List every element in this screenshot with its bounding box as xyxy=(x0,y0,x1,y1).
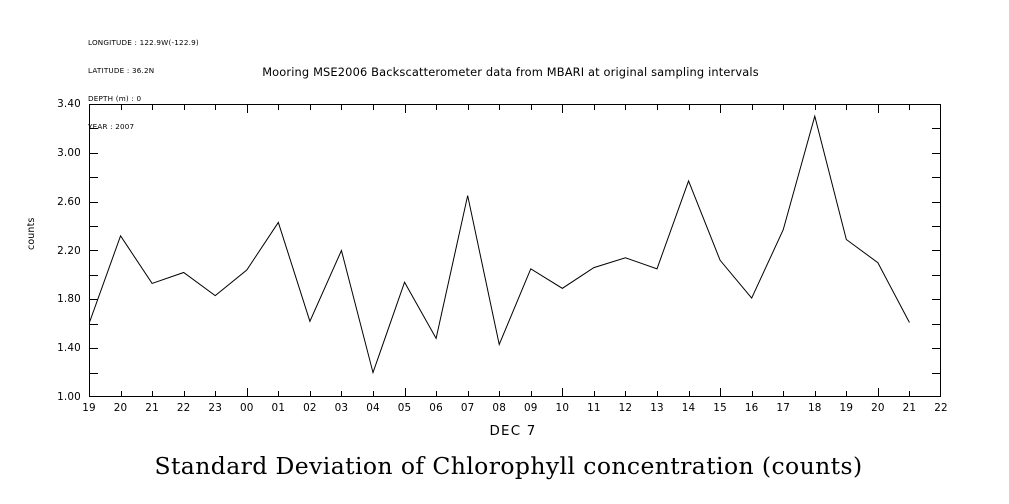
chart-title-text: Mooring MSE2006 Backscatterometer data f… xyxy=(262,65,759,79)
metadata-year: YEAR : 2007 xyxy=(88,122,135,132)
y-axis-ticks-major xyxy=(89,104,941,349)
metadata-longitude: LONGITUDE : 122.9W(-122.9) xyxy=(88,37,199,47)
y-axis-tick-label: 1.40 xyxy=(57,342,81,355)
x-axis-tick-label: 12 xyxy=(618,402,633,414)
data-series-line xyxy=(89,114,910,375)
figure-caption-text: Standard Deviation of Chlorophyll concen… xyxy=(154,452,863,480)
x-axis-tick-label: 11 xyxy=(587,402,601,414)
x-axis-tick-label: 20 xyxy=(871,402,885,414)
x-axis-ticks xyxy=(89,104,910,397)
x-axis-tick-label: 09 xyxy=(523,402,538,414)
x-axis-tick-label: 02 xyxy=(303,402,317,414)
y-axis-tick-label: 3.00 xyxy=(57,146,81,159)
chart-canvas xyxy=(89,104,941,397)
x-axis-tick-label: 19 xyxy=(82,402,96,414)
x-axis-tick-label: 04 xyxy=(366,402,380,414)
plot-area xyxy=(89,104,941,397)
figure-caption: Standard Deviation of Chlorophyll concen… xyxy=(0,452,1009,480)
y-axis-tick-label: 2.60 xyxy=(57,195,81,208)
x-axis-tick-label: 23 xyxy=(208,402,223,414)
chart-title: Mooring MSE2006 Backscatterometer data f… xyxy=(0,65,1009,79)
x-axis-tick-label: 22 xyxy=(176,402,191,414)
x-axis-tick-label: 05 xyxy=(397,402,412,414)
x-axis-tick-label: 10 xyxy=(555,402,570,414)
y-axis-tick-label: 1.00 xyxy=(57,391,81,403)
x-axis-tick-label: 07 xyxy=(460,402,475,414)
x-axis-title-text: DEC 7 xyxy=(489,424,537,439)
y-axis-tick-label: 1.80 xyxy=(57,293,81,306)
x-axis-tick-label: 19 xyxy=(839,402,854,414)
x-axis-tick-labels: 19 20 21 22 23 00 01 02 03 04 05 06 07 08 09 10 11 12 13 14… xyxy=(82,402,947,416)
x-axis-tick-label: 16 xyxy=(744,402,759,414)
x-axis-tick-label: 20 xyxy=(113,402,128,414)
y-axis-title: counts xyxy=(26,217,37,250)
x-axis-tick-label: 18 xyxy=(807,402,822,414)
x-axis-tick-label: 08 xyxy=(492,402,507,414)
x-axis-tick-label: 00 xyxy=(239,402,254,414)
x-axis-tick-label: 14 xyxy=(681,402,696,414)
station-metadata: LONGITUDE : 122.9W(-122.9) LATITUDE : 36… xyxy=(88,19,199,141)
x-axis-tick-label: 03 xyxy=(334,402,349,414)
x-axis-tick-label: 13 xyxy=(650,402,664,414)
x-axis-tick-label: 21 xyxy=(902,402,917,414)
x-axis-tick-label: 21 xyxy=(145,402,159,414)
x-axis-tick-label: 22 xyxy=(934,402,948,414)
y-axis-tick-label: 3.40 xyxy=(57,98,81,110)
metadata-depth: DEPTH (m) : 0 xyxy=(88,94,142,104)
y-axis-ticks-minor xyxy=(89,128,941,374)
x-axis-title: DEC 7 xyxy=(89,424,941,439)
x-axis-tick-label: 17 xyxy=(776,402,791,414)
metadata-latitude: LATITUDE : 36.2N xyxy=(88,66,155,76)
y-axis-tick-labels: 1.00 1.40 1.80 2.20 2.60 3.00 3.40 xyxy=(37,98,81,403)
x-axis-tick-label: 06 xyxy=(429,402,443,414)
y-axis-tick-label: 2.20 xyxy=(57,244,81,257)
x-axis-tick-label: 01 xyxy=(271,402,286,414)
x-axis-tick-label: 15 xyxy=(713,402,727,414)
